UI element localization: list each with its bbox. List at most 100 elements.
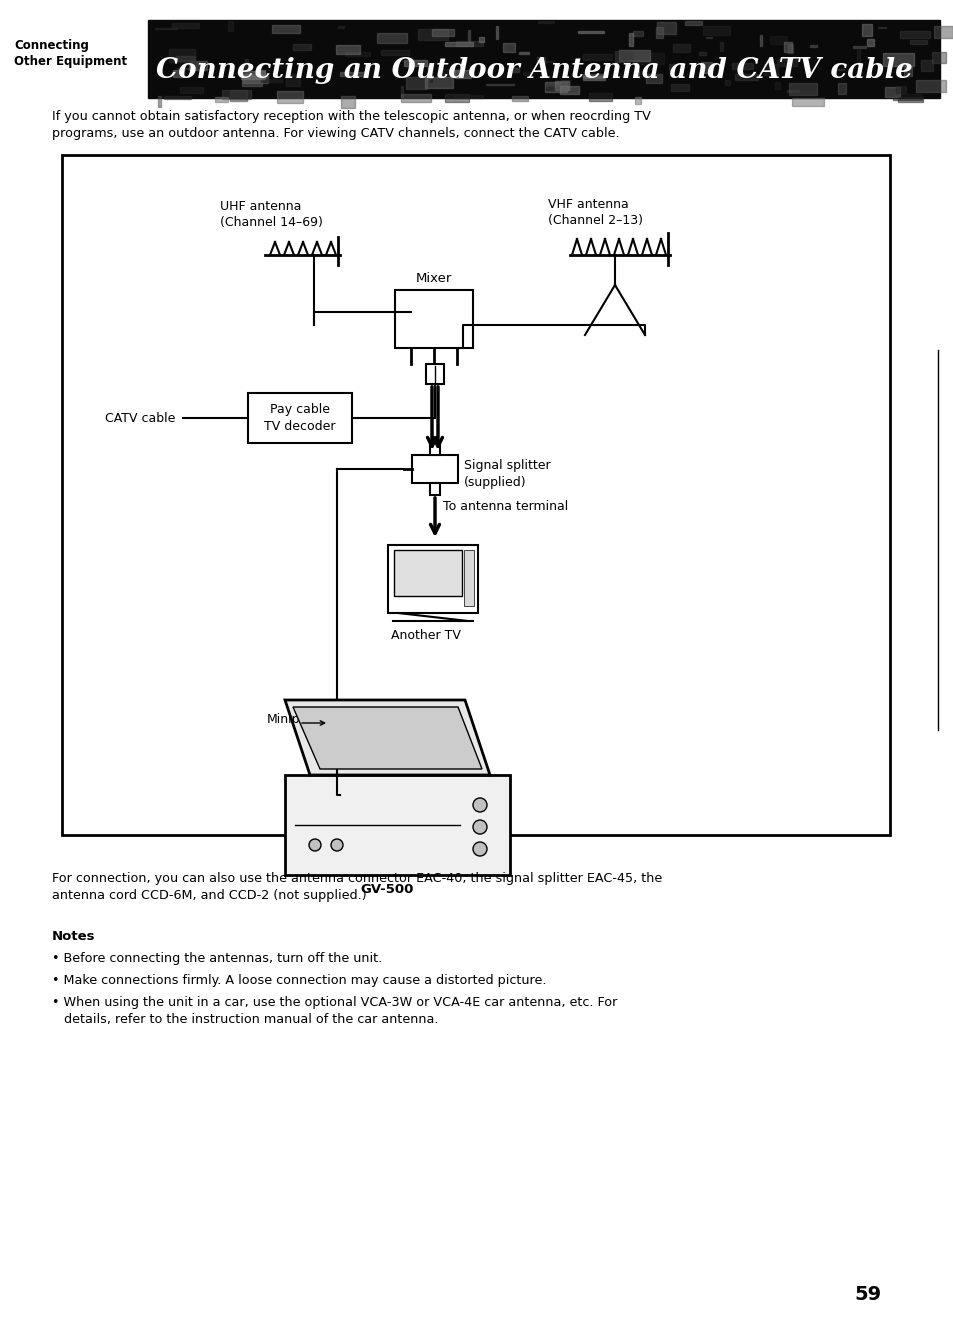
Bar (732, 63, 752, 70)
Bar (892, 95, 922, 100)
Bar (221, 90, 251, 99)
Bar (241, 71, 265, 79)
Circle shape (473, 820, 486, 834)
Bar (444, 43, 473, 45)
Bar (496, 27, 497, 39)
Bar (915, 80, 945, 92)
Bar (523, 72, 530, 75)
Bar (400, 86, 403, 96)
Text: Other Equipment: Other Equipment (14, 56, 127, 68)
Bar (172, 23, 198, 28)
Bar (582, 76, 604, 80)
Bar (148, 20, 939, 98)
Bar (700, 62, 712, 72)
Bar (734, 75, 757, 80)
Bar (341, 96, 355, 107)
Bar (656, 23, 676, 35)
Text: Mixer: Mixer (416, 271, 452, 285)
Bar (646, 75, 661, 83)
Bar (933, 25, 952, 39)
Text: Another TV: Another TV (391, 628, 460, 642)
Text: Notes: Notes (52, 931, 95, 943)
Circle shape (309, 840, 320, 850)
Bar (852, 47, 865, 48)
Text: CATV cable: CATV cable (105, 412, 175, 425)
Bar (444, 94, 468, 103)
Bar (838, 83, 845, 95)
Bar (172, 70, 184, 76)
Bar (791, 98, 822, 106)
Bar (787, 44, 792, 53)
Bar (769, 36, 786, 44)
Bar (169, 49, 195, 63)
Bar (635, 70, 639, 75)
Bar (633, 52, 663, 64)
Bar (189, 62, 207, 70)
Bar (502, 43, 515, 52)
Bar (861, 24, 871, 36)
Bar (582, 74, 603, 78)
Bar (463, 550, 474, 606)
Bar (62, 155, 889, 836)
Bar (931, 52, 944, 63)
Bar (388, 545, 477, 612)
Bar (478, 37, 484, 43)
Bar (403, 60, 427, 66)
Bar (578, 31, 603, 33)
Bar (546, 87, 568, 90)
Bar (438, 70, 459, 76)
Bar (345, 52, 370, 56)
Bar (670, 84, 689, 91)
Bar (559, 87, 578, 94)
Circle shape (473, 798, 486, 812)
Bar (809, 45, 817, 47)
Bar (699, 52, 705, 55)
Bar (899, 32, 929, 39)
Bar (720, 41, 722, 51)
Bar (335, 45, 360, 55)
Bar (582, 55, 611, 60)
Bar (285, 775, 510, 874)
Bar (615, 51, 630, 63)
Bar (555, 82, 568, 90)
Bar (381, 49, 408, 55)
Bar (431, 29, 454, 36)
Bar (788, 83, 816, 95)
Bar (338, 25, 344, 28)
Bar (405, 78, 426, 88)
Text: Pay cable
TV decoder: Pay cable TV decoder (264, 404, 335, 432)
Bar (455, 70, 471, 78)
Text: To antenna terminal: To antenna terminal (442, 500, 568, 513)
Bar (632, 31, 642, 36)
Bar (786, 90, 799, 92)
Bar (180, 87, 203, 94)
Bar (902, 67, 911, 76)
Bar (884, 87, 899, 98)
Text: UHF antenna
(Channel 14–69): UHF antenna (Channel 14–69) (220, 201, 322, 229)
Bar (248, 393, 352, 443)
Bar (293, 44, 311, 49)
Text: Connecting: Connecting (14, 39, 89, 52)
Bar (427, 66, 432, 79)
Bar (394, 550, 461, 596)
Bar (454, 95, 482, 99)
Bar (164, 96, 191, 99)
Text: 59: 59 (854, 1285, 881, 1305)
Bar (377, 32, 407, 43)
Bar (286, 74, 299, 86)
Bar (882, 53, 913, 66)
Bar (629, 33, 633, 45)
Bar (759, 36, 761, 47)
Bar (157, 96, 161, 107)
Bar (456, 41, 482, 47)
Text: GV-500: GV-500 (360, 882, 414, 896)
Text: • Before connecting the antennas, turn off the unit.: • Before connecting the antennas, turn o… (52, 952, 382, 965)
Text: For connection, you can also use the antenna connector EAC-40, the signal splitt: For connection, you can also use the ant… (52, 872, 661, 902)
Bar (176, 56, 194, 60)
Bar (831, 68, 842, 71)
Bar (618, 49, 649, 60)
Bar (895, 87, 904, 92)
Bar (272, 24, 299, 32)
Bar (395, 290, 473, 348)
Bar (430, 483, 439, 495)
